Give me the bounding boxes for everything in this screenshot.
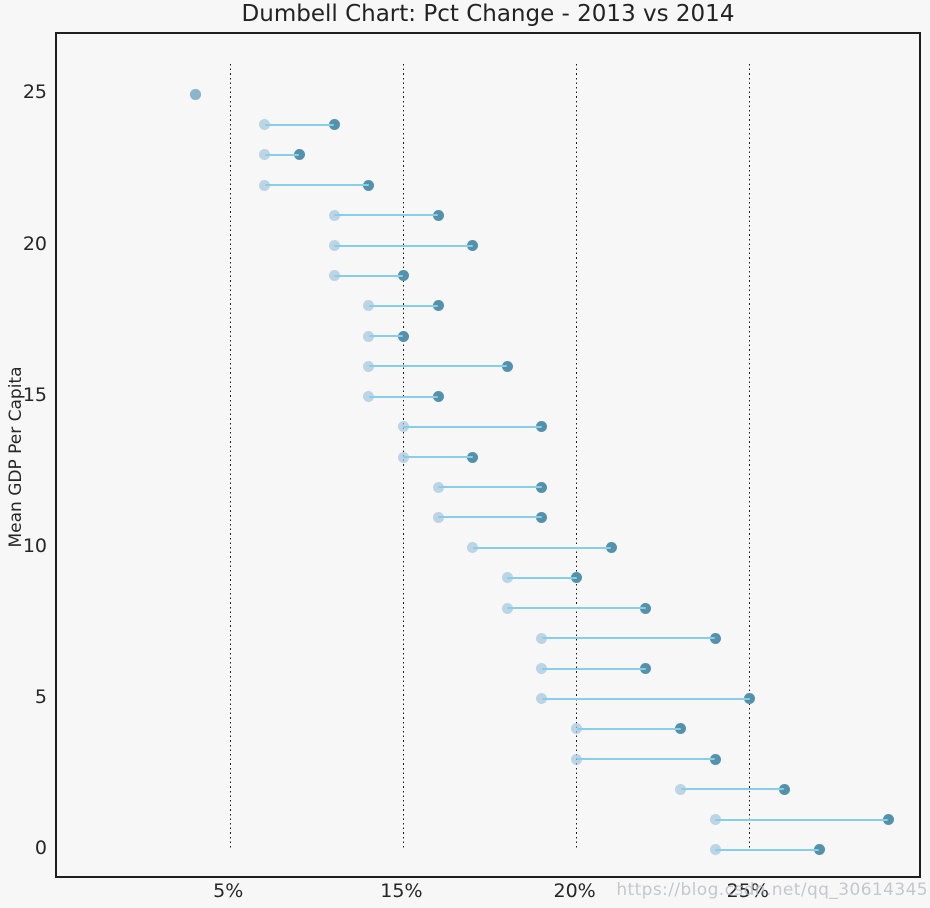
- dot-pct-2013: [467, 451, 479, 463]
- dot-pct-2014: [190, 88, 202, 100]
- dot-pct-2013: [709, 632, 721, 644]
- dumbbell-connector: [368, 304, 439, 307]
- grid-vline: [576, 64, 578, 850]
- x-tick-label: 15%: [380, 880, 423, 902]
- y-tick-label: 20: [22, 232, 47, 255]
- y-tick-label: 25: [22, 81, 47, 104]
- dumbbell-connector: [264, 184, 369, 187]
- plot-area: [55, 32, 921, 878]
- dumbbell-connector: [576, 758, 716, 761]
- dumbbell-connector: [438, 516, 542, 519]
- dot-pct-2013: [536, 481, 548, 493]
- dot-pct-2013: [882, 814, 894, 826]
- grid-vline: [749, 64, 751, 850]
- dot-pct-2013: [328, 119, 340, 131]
- dumbbell-connector: [334, 214, 439, 217]
- dumbbell-connector: [368, 365, 508, 368]
- x-tick-label: 25%: [726, 880, 769, 902]
- dot-pct-2013: [813, 844, 825, 856]
- dot-pct-2013: [571, 572, 583, 584]
- dumbbell-connector: [403, 425, 542, 428]
- y-tick-label: 0: [34, 836, 47, 859]
- dumbbell-connector: [438, 486, 542, 489]
- y-tick-label: 5: [34, 685, 47, 708]
- dumbbell-connector: [368, 335, 404, 338]
- dumbbell-connector: [541, 637, 716, 640]
- dumbbell-connector: [507, 607, 646, 610]
- dumbbell-connector: [541, 667, 646, 670]
- dot-pct-2013: [675, 723, 687, 735]
- dot-pct-2013: [536, 511, 548, 523]
- dumbbell-connector: [334, 274, 404, 277]
- dumbbell-connector: [368, 395, 439, 398]
- dot-pct-2013: [501, 360, 513, 372]
- dot-pct-2013: [744, 693, 756, 705]
- dot-pct-2013: [432, 300, 444, 312]
- dot-pct-2013: [640, 602, 652, 614]
- dot-pct-2013: [640, 663, 652, 674]
- watermark-text: https://blog.csdn.net/qq_30614345: [616, 880, 928, 900]
- dot-pct-2013: [397, 270, 409, 282]
- dot-pct-2013: [432, 391, 444, 403]
- dumbbell-connector: [715, 848, 820, 851]
- dumbbell-connector: [264, 123, 335, 126]
- y-tick-label: 10: [22, 534, 47, 557]
- dot-pct-2013: [363, 179, 375, 191]
- dot-pct-2013: [778, 783, 790, 795]
- dot-pct-2013: [709, 753, 721, 765]
- dumbbell-connector: [472, 546, 612, 549]
- dumbbell-connector: [680, 788, 785, 791]
- chart-title: Dumbell Chart: Pct Change - 2013 vs 2014: [241, 1, 735, 27]
- dumbbell-connector: [541, 697, 750, 700]
- dumbbell-connector: [264, 153, 300, 156]
- dumbbell-connector: [334, 244, 473, 247]
- dot-pct-2013: [605, 542, 617, 554]
- grid-vline: [229, 64, 231, 850]
- dumbbell-connector: [576, 727, 681, 730]
- dumbbell-connector: [715, 818, 889, 821]
- dot-pct-2013: [432, 209, 444, 221]
- dot-pct-2013: [467, 240, 479, 251]
- dot-pct-2013: [293, 149, 305, 161]
- dot-pct-2013: [397, 330, 409, 342]
- x-tick-label: 5%: [213, 880, 244, 902]
- x-tick-label: 20%: [553, 880, 596, 902]
- dumbbell-connector: [403, 456, 473, 458]
- dot-pct-2013: [536, 421, 548, 433]
- dumbbell-connector: [507, 576, 577, 579]
- y-tick-label: 15: [22, 383, 47, 406]
